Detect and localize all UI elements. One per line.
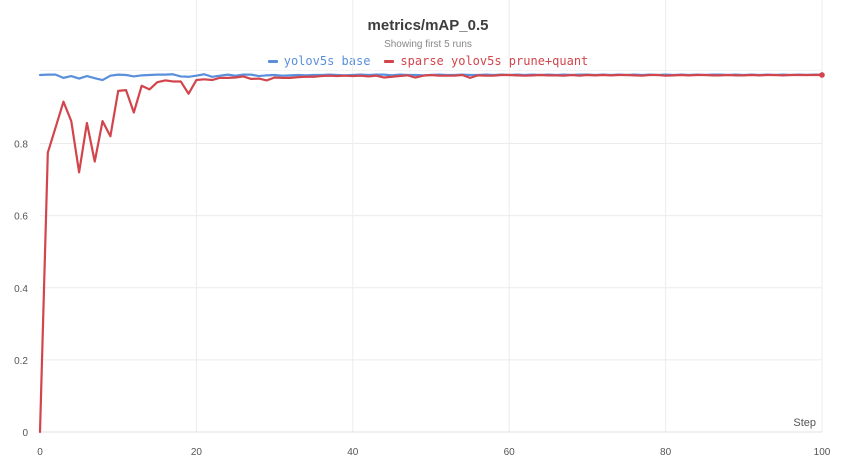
x-tick-label: 40	[347, 447, 359, 458]
legend-label-base: yolov5s base	[283, 54, 371, 68]
series-end-marker	[819, 72, 825, 78]
legend-item-sparse[interactable]: sparse yolov5s prune+quant	[384, 54, 588, 68]
y-tick-label: 0.6	[14, 212, 28, 223]
chart-subtitle: Showing first 5 runs	[384, 39, 472, 50]
chart-title: metrics/mAP_0.5	[367, 17, 489, 34]
legend-swatch-base	[267, 59, 278, 63]
x-tick-label: 80	[660, 447, 672, 458]
y-tick-label: 0	[22, 428, 28, 439]
series-lines	[38, 72, 825, 434]
x-tick-label: 0	[37, 447, 43, 458]
gridlines	[40, 0, 823, 432]
y-tick-label: 0.8	[14, 140, 28, 151]
y-tick-label: 0.4	[14, 284, 28, 295]
x-tick-label: 20	[191, 447, 203, 458]
legend-label-sparse: sparse yolov5s prune+quant	[400, 54, 589, 68]
axes: 0 0.2 0.4 0.6 0.8 0 20 40 60 80 100	[14, 140, 831, 459]
x-tick-label: 60	[504, 447, 516, 458]
x-axis-label: Step	[793, 417, 816, 429]
legend: yolov5s base sparse yolov5s prune+quant	[0, 54, 856, 68]
legend-swatch-sparse	[384, 59, 395, 63]
y-tick-label: 0.2	[14, 356, 28, 367]
x-tick-label: 100	[814, 447, 831, 458]
series-line-sparse	[38, 73, 824, 434]
legend-item-base[interactable]: yolov5s base	[267, 54, 371, 68]
